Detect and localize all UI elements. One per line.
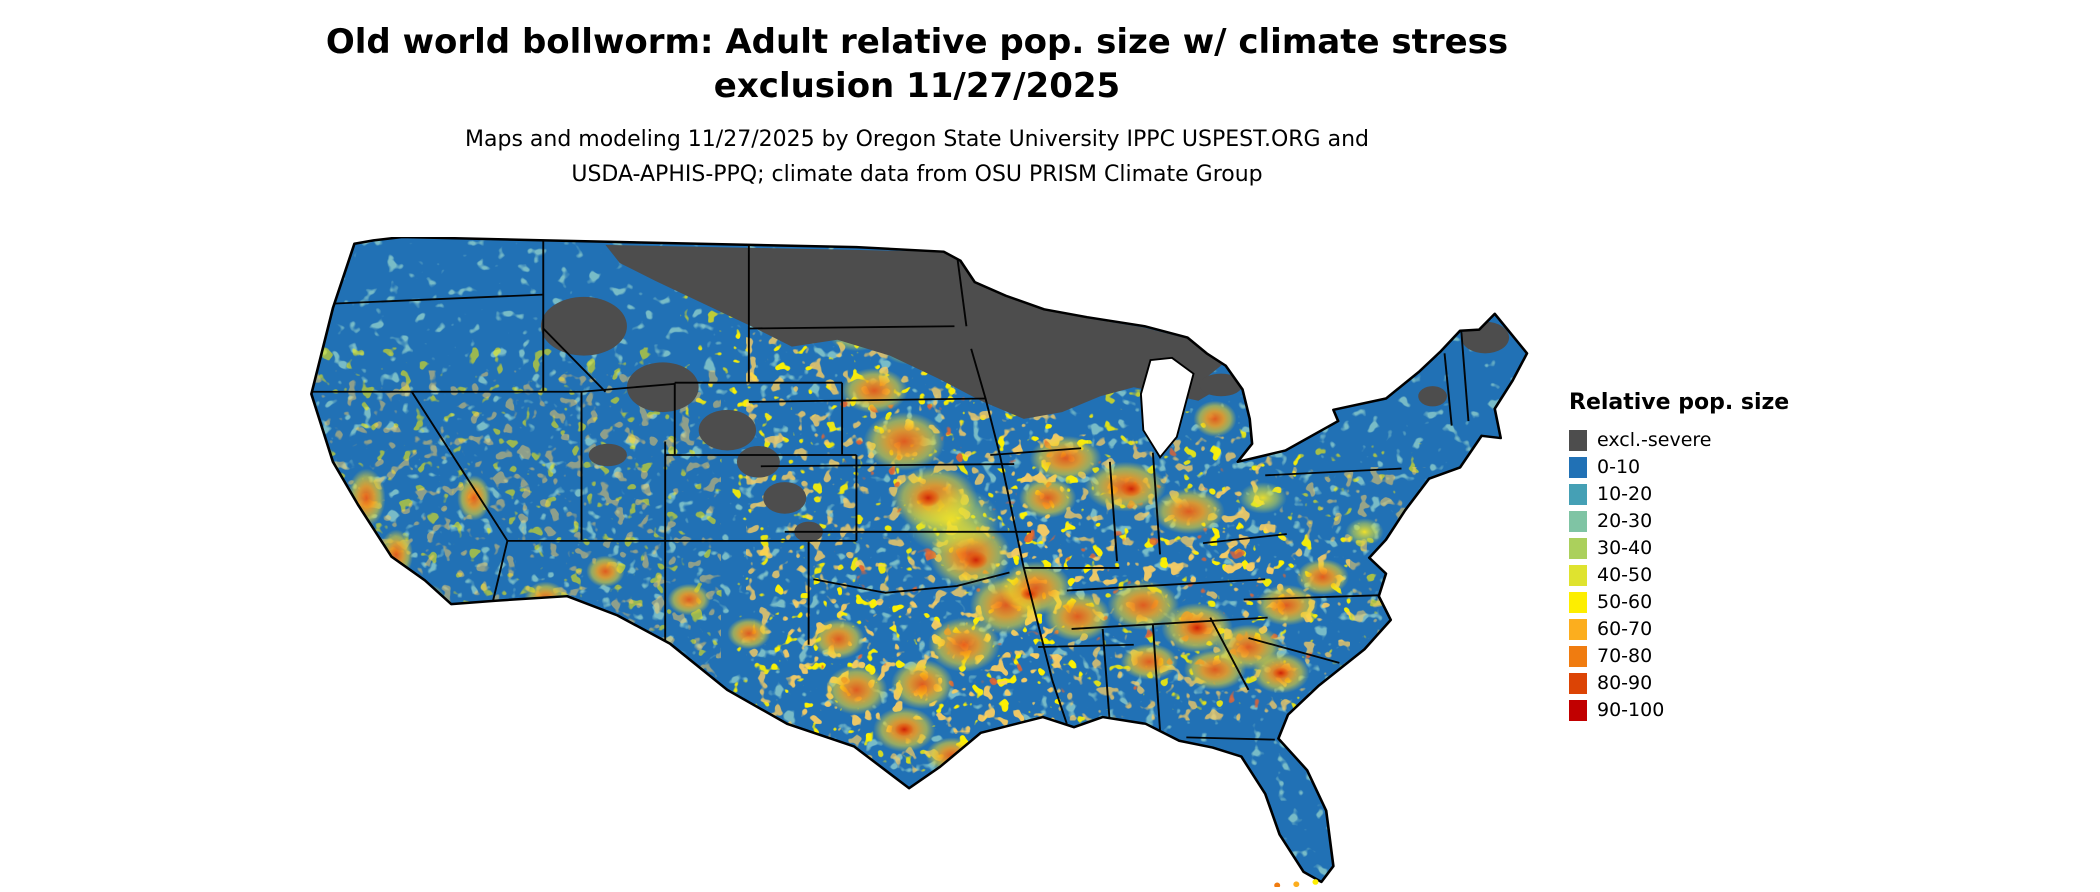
legend: Relative pop. size excl.-severe 0-10 10-…: [1569, 390, 1789, 724]
title-line-1: Old world bollworm: Adult relative pop. …: [325, 22, 1509, 62]
legend-swatch: [1569, 592, 1587, 613]
legend-item: 50-60: [1569, 589, 1789, 616]
legend-item: 60-70: [1569, 616, 1789, 643]
legend-label: 20-30: [1597, 510, 1653, 532]
legend-label: 60-70: [1597, 618, 1653, 640]
excluded-region: [497, 244, 1510, 667]
legend-label: 10-20: [1597, 483, 1653, 505]
legend-item: 80-90: [1569, 670, 1789, 697]
legend-swatch: [1569, 619, 1587, 640]
legend-item: 30-40: [1569, 535, 1789, 562]
legend-label: 80-90: [1597, 672, 1653, 694]
legend-swatch: [1569, 646, 1587, 667]
subtitle-line-1: Maps and modeling 11/27/2025 by Oregon S…: [465, 127, 1369, 152]
legend-item: excl.-severe: [1569, 427, 1789, 454]
legend-swatch: [1569, 457, 1587, 478]
legend-label: 0-10: [1597, 456, 1641, 478]
legend-swatch: [1569, 565, 1587, 586]
florida-keys: [1274, 879, 1319, 887]
state-borders: [311, 240, 1470, 741]
subtitle-line-2: USDA-APHIS-PPQ; climate data from OSU PR…: [571, 162, 1263, 187]
legend-label: 30-40: [1597, 537, 1653, 559]
legend-swatch: [1569, 538, 1587, 559]
title-line-2: exclusion 11/27/2025: [713, 66, 1121, 106]
legend-swatch: [1569, 700, 1587, 721]
header: Old world bollworm: Adult relative pop. …: [0, 20, 1834, 192]
map-fill-layers: [311, 237, 1528, 882]
legend-swatch: [1569, 673, 1587, 694]
legend-label: 50-60: [1597, 591, 1653, 613]
map-title: Old world bollworm: Adult relative pop. …: [0, 20, 1834, 108]
legend-item: 90-100: [1569, 697, 1789, 724]
legend-item: 70-80: [1569, 643, 1789, 670]
legend-item: 10-20: [1569, 481, 1789, 508]
legend-item: 20-30: [1569, 508, 1789, 535]
hotspot-blobs: [347, 309, 1384, 774]
legend-swatch: [1569, 430, 1587, 451]
map-subtitle: Maps and modeling 11/27/2025 by Oregon S…: [0, 122, 1834, 192]
legend-swatch: [1569, 511, 1587, 532]
lake-michigan: [1139, 356, 1195, 459]
legend-label: 70-80: [1597, 645, 1653, 667]
legend-title: Relative pop. size: [1569, 390, 1790, 415]
legend-label: 40-50: [1597, 564, 1653, 586]
legend-label: 90-100: [1597, 699, 1665, 721]
legend-swatch: [1569, 484, 1587, 505]
us-outline: [310, 237, 1529, 884]
legend-item: 0-10: [1569, 454, 1789, 481]
legend-label: excl.-severe: [1597, 429, 1712, 451]
legend-item: 40-50: [1569, 562, 1789, 589]
us-map: [310, 237, 1529, 887]
us-map-svg: [310, 237, 1529, 887]
